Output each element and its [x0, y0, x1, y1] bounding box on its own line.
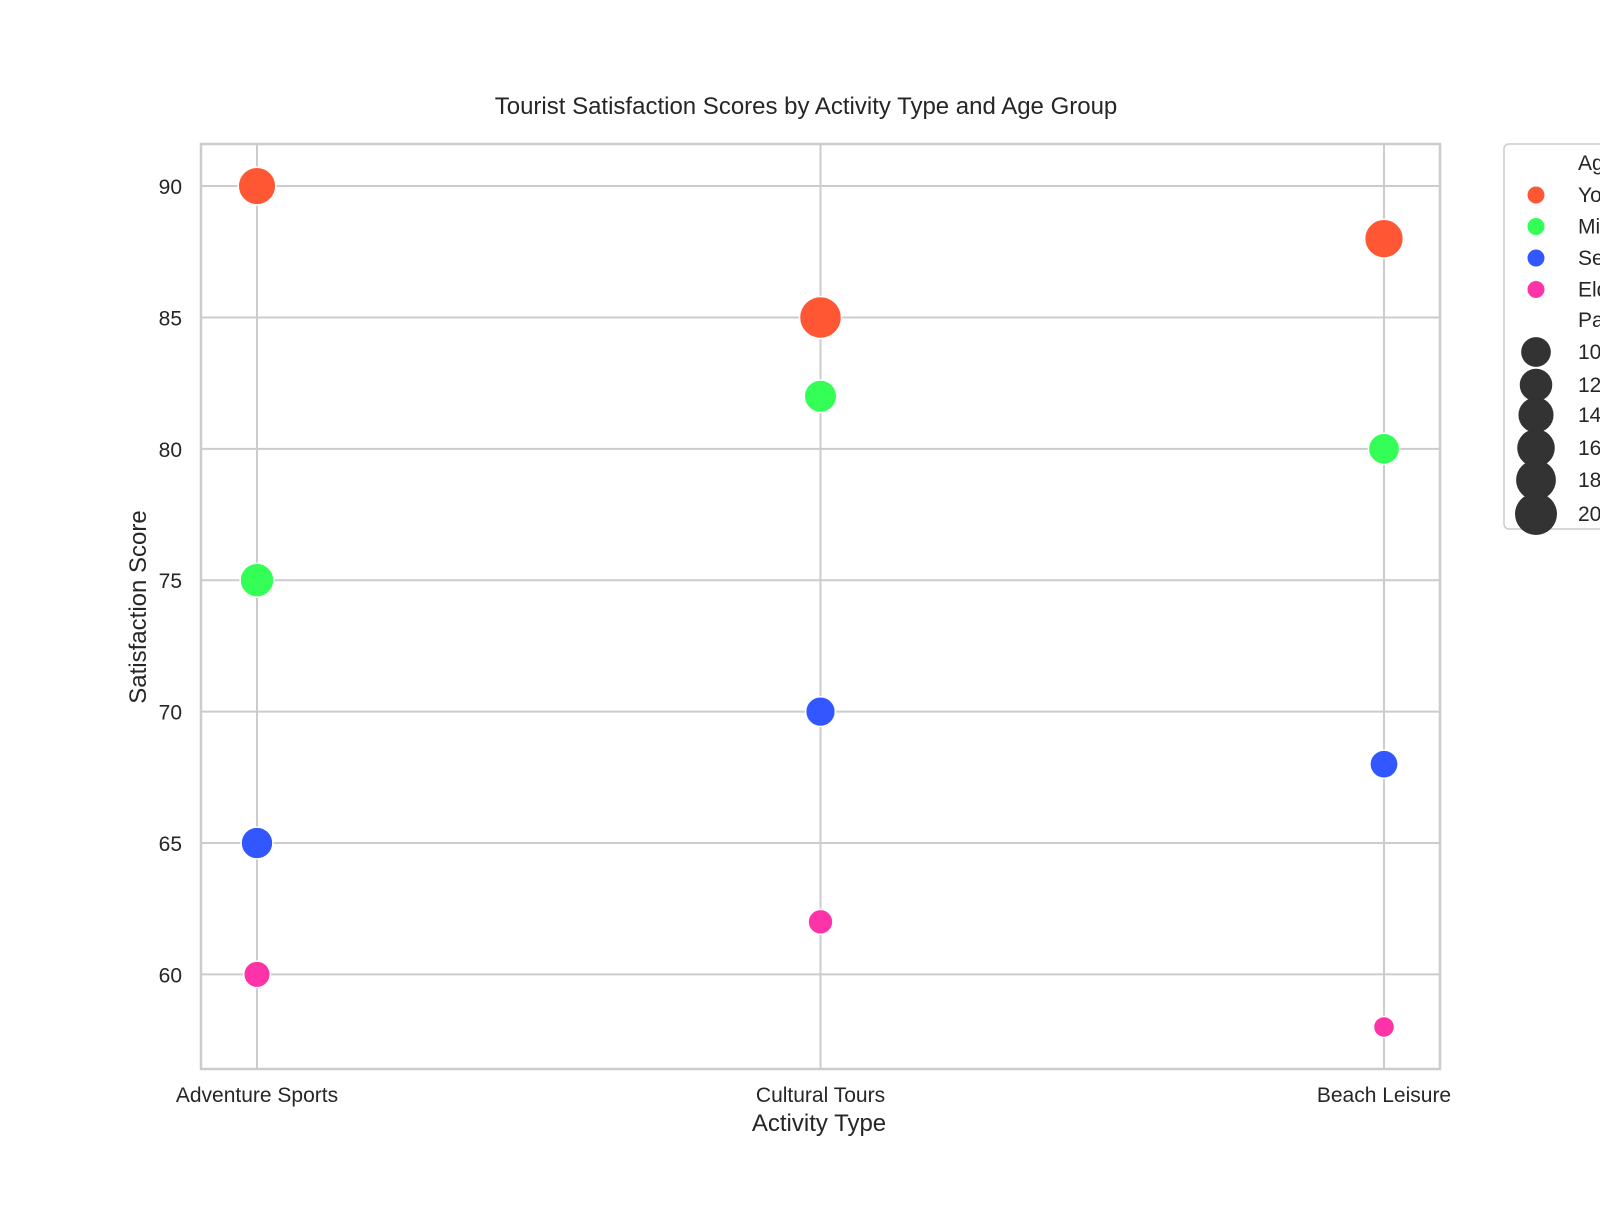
data-point: [1372, 1015, 1396, 1039]
legend-label: Se: [1578, 247, 1600, 270]
data-point: [807, 908, 834, 936]
legend-marker: [1527, 218, 1545, 235]
plot-frame: [199, 142, 1442, 1071]
x-axis-label: Activity Type: [752, 1110, 886, 1137]
data-point: [1367, 432, 1401, 466]
y-tick-label: 70: [159, 702, 182, 725]
legend-hue-title: Ag: [1578, 152, 1600, 175]
legend-size-label: 20: [1578, 503, 1600, 526]
legend-size-marker: [1521, 337, 1551, 367]
legend-label: Mi: [1578, 216, 1600, 239]
data-point: [242, 960, 272, 989]
legend-size-label: 10: [1578, 341, 1600, 364]
legend-size-marker: [1517, 429, 1555, 467]
data-point: [237, 166, 277, 206]
y-tick-label: 85: [159, 307, 182, 330]
data-point: [1369, 749, 1399, 780]
data-points: [237, 166, 1405, 1039]
data-point: [1363, 218, 1405, 259]
legend-label: Yo: [1578, 184, 1600, 207]
data-point: [804, 696, 837, 728]
legend-size-marker: [1516, 460, 1556, 500]
y-tick-label: 80: [159, 439, 182, 462]
chart-title: Tourist Satisfaction Scores by Activity …: [495, 93, 1118, 120]
legend-size-label: 18: [1578, 469, 1600, 492]
y-tick-label: 90: [159, 176, 182, 199]
data-point: [239, 562, 275, 598]
data-point: [798, 295, 843, 340]
y-axis-label: Satisfaction Score: [125, 510, 152, 703]
y-tick-label: 60: [159, 964, 182, 987]
legend-size-marker: [1518, 397, 1554, 433]
legend-size-title: Pa: [1578, 309, 1600, 332]
x-tick-label: Adventure Sports: [176, 1084, 338, 1107]
legend-label: Eld: [1578, 279, 1600, 302]
legend-size-marker: [1519, 368, 1553, 402]
data-point: [803, 379, 838, 414]
legend-marker: [1527, 186, 1545, 204]
legend-marker: [1527, 249, 1545, 267]
x-tick-label: Cultural Tours: [756, 1084, 885, 1107]
y-tick-label: 65: [159, 833, 182, 856]
legend-size-marker: [1515, 493, 1557, 535]
tick-labels: 60 65 70 75 80 85 90 Adventure Sports Cultural T…: [159, 176, 1451, 1107]
data-point: [240, 826, 274, 860]
legend-size-label: 16: [1578, 437, 1600, 460]
x-tick-label: Beach Leisure: [1317, 1084, 1451, 1107]
legend: Ag Yo Mi Se Eld Pa 10 12 14 16 18 20: [1503, 143, 1600, 535]
legend-size-label: 14: [1578, 404, 1600, 427]
y-tick-label: 75: [159, 570, 182, 593]
legend-size-label: 12: [1578, 374, 1600, 397]
legend-marker: [1527, 281, 1545, 298]
